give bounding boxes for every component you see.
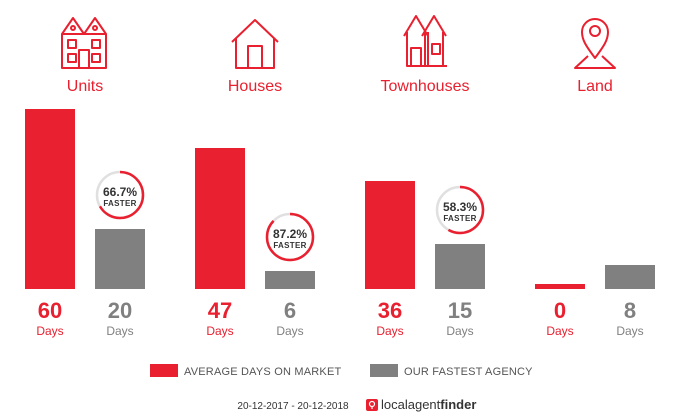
townhouses-icon	[403, 15, 447, 67]
faster-ring-progress	[95, 170, 145, 220]
value-label-houses-fastest: 6	[284, 298, 296, 323]
legend-label-fastest: OUR FASTEST AGENCY	[404, 366, 533, 378]
value-label-units-average: 60	[38, 298, 62, 323]
brand-name: localagentfinder	[381, 397, 476, 412]
faster-badge-houses: 87.2%FASTER	[265, 212, 315, 262]
faster-ring-bg	[95, 170, 145, 220]
value-label-units-fastest: 20	[108, 298, 132, 323]
faster-ring-progress	[265, 212, 315, 262]
bar-houses-fastest	[265, 271, 315, 289]
category-label-land: Land	[577, 78, 613, 95]
category-label-houses: Houses	[228, 78, 282, 95]
value-label-land-fastest: 8	[624, 298, 636, 323]
category-label-units: Units	[67, 78, 103, 95]
days-label-houses-fastest: Days	[276, 324, 303, 338]
category-label-townhouses: Townhouses	[381, 78, 470, 95]
faster-ring-progress	[435, 185, 485, 235]
faster-label: FASTER	[443, 214, 476, 223]
bar-units-average	[25, 109, 75, 289]
days-label-units-fastest: Days	[106, 324, 133, 338]
brand-name-part2: finder	[440, 397, 476, 412]
house-icon	[231, 19, 279, 69]
land-pin-icon	[574, 18, 616, 69]
value-label-townhouses-fastest: 15	[448, 298, 472, 323]
faster-percent: 66.7%	[103, 185, 137, 199]
faster-ring-bg	[265, 212, 315, 262]
bar-land-average	[535, 284, 585, 289]
days-label-land-average: Days	[546, 324, 573, 338]
days-label-units-average: Days	[36, 324, 63, 338]
days-label-land-fastest: Days	[616, 324, 643, 338]
legend-label-average: AVERAGE DAYS ON MARKET	[184, 366, 341, 378]
legend-swatch-average	[150, 364, 178, 377]
brand-name-part1: localagent	[381, 397, 441, 412]
faster-badge-townhouses: 58.3%FASTER	[435, 185, 485, 235]
bar-townhouses-fastest	[435, 244, 485, 289]
bar-land-fastest	[605, 265, 655, 289]
localagentfinder-logo	[366, 399, 378, 411]
faster-percent: 58.3%	[443, 200, 477, 214]
bar-units-fastest	[95, 229, 145, 289]
value-label-land-average: 0	[554, 298, 566, 323]
faster-label: FASTER	[273, 241, 306, 250]
bar-houses-average	[195, 148, 245, 289]
footer-date-range: 20-12-2017 - 20-12-2018	[237, 401, 349, 412]
days-label-houses-average: Days	[206, 324, 233, 338]
legend-swatch-fastest	[370, 364, 398, 377]
value-label-townhouses-average: 36	[378, 298, 402, 323]
faster-badge-units: 66.7%FASTER	[95, 170, 145, 220]
faster-ring-bg	[435, 185, 485, 235]
value-label-houses-average: 47	[208, 298, 232, 323]
faster-label: FASTER	[103, 199, 136, 208]
units-icon	[61, 17, 107, 69]
days-label-townhouses-average: Days	[376, 324, 403, 338]
days-label-townhouses-fastest: Days	[446, 324, 473, 338]
faster-percent: 87.2%	[273, 227, 307, 241]
bar-townhouses-average	[365, 181, 415, 289]
